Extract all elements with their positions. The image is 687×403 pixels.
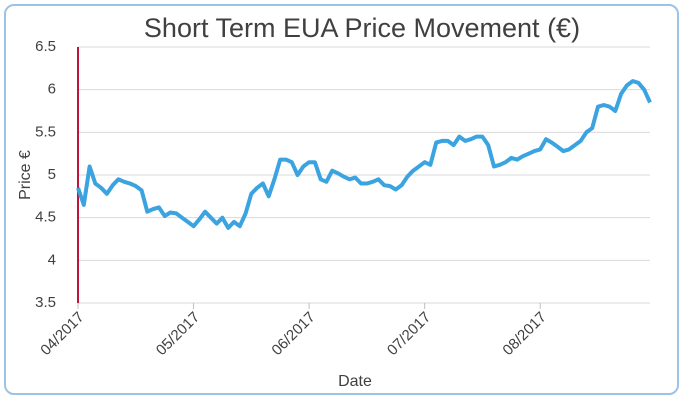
x-tick-label: 05/2017: [153, 309, 203, 359]
y-tick-label: 6.5: [35, 38, 56, 55]
x-tick-label: 04/2017: [37, 309, 87, 359]
y-tick-label: 4: [48, 251, 56, 268]
y-tick-label: 4.5: [35, 209, 56, 226]
line-series: [76, 79, 652, 230]
y-tick-label: 3.5: [35, 294, 56, 311]
y-tick-label: 6: [48, 81, 56, 98]
x-tick-label: 07/2017: [384, 309, 434, 359]
y-tick-label: 5: [48, 166, 56, 183]
frame: [4, 4, 679, 395]
y-tick-label: 5.5: [35, 123, 56, 140]
x-tick-label: 06/2017: [268, 309, 318, 359]
chart-title: Short Term EUA Price Movement (€): [144, 13, 580, 43]
y-axis-label: Price €: [17, 150, 34, 200]
x-axis-label: Date: [338, 373, 372, 390]
x-tick-label: 08/2017: [499, 309, 549, 359]
